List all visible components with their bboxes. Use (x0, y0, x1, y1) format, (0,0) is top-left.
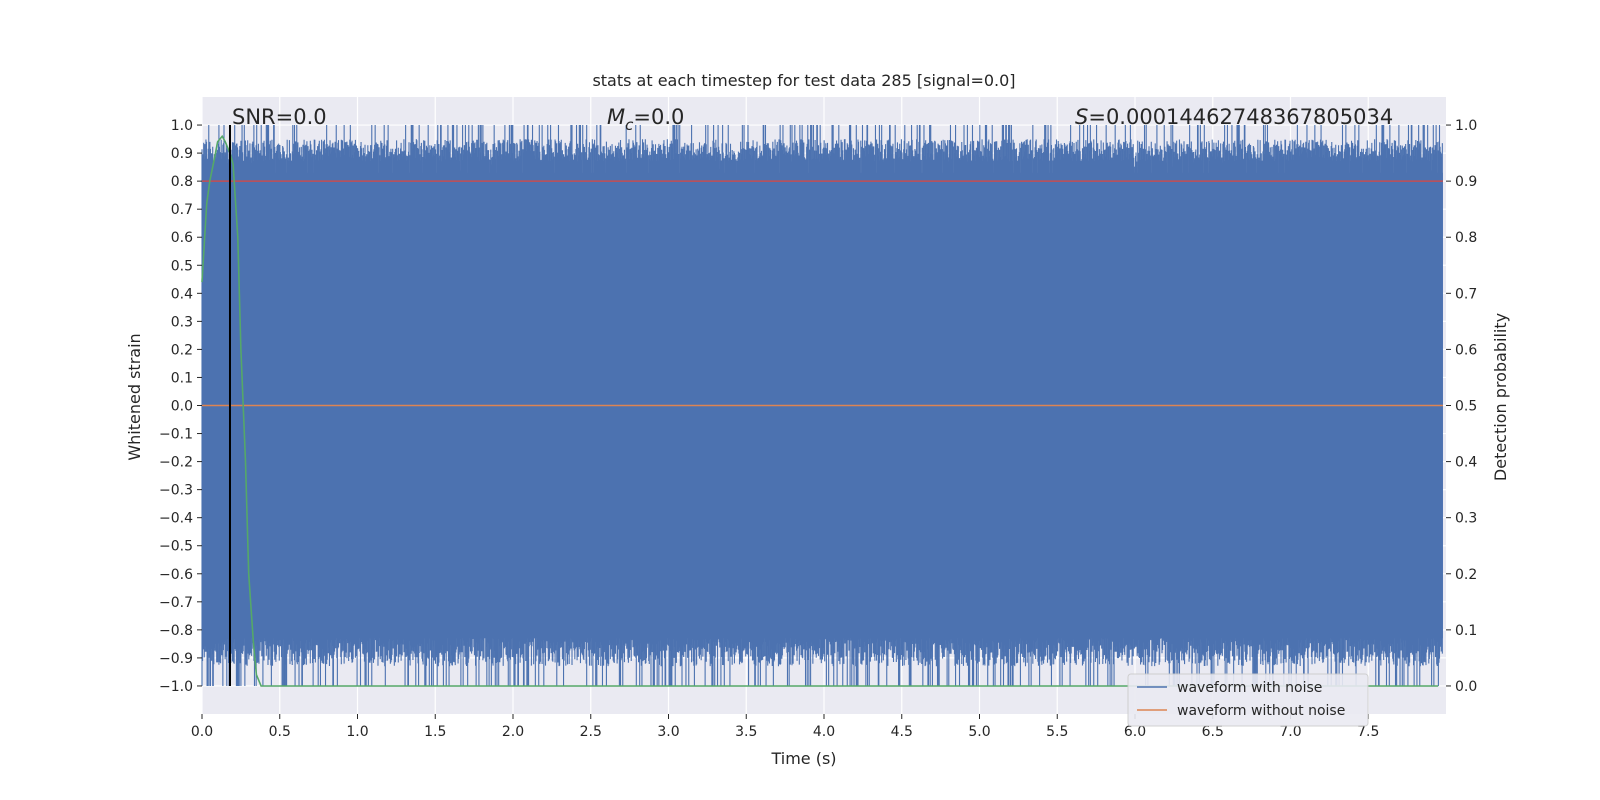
x-tick-label: 5.0 (968, 724, 990, 740)
score-value: =0.00014462748367805034 (1088, 105, 1393, 129)
chirp-mass-subscript: c (625, 116, 634, 134)
y-tick-label: −0.3 (159, 483, 193, 499)
y2-tick-label: 0.0 (1455, 679, 1477, 695)
x-axis-ticks: 0.0 0.5 1.0 1.5 2.0 2.5 3.0 3.5 4.0 4.5 5.0 5.5 6.0 6… (191, 714, 1379, 740)
chirp-mass-value: =0.0 (633, 105, 684, 129)
y2-tick-label: 1.0 (1455, 118, 1477, 134)
y2-tick-label: 0.2 (1455, 567, 1477, 583)
legend: waveform with noise waveform without noi… (1127, 673, 1369, 727)
noise-trace (201, 125, 1443, 686)
x-axis-label: Time (s) (770, 749, 836, 768)
y-axis-label: Whitened strain (125, 333, 144, 460)
y-tick-label: 0.3 (171, 314, 193, 330)
x-tick-label: 5.5 (1046, 724, 1068, 740)
y-tick-label: −0.7 (159, 595, 193, 611)
x-tick-label: 6.0 (1124, 724, 1146, 740)
x-tick-label: 3.5 (735, 724, 757, 740)
y-tick-label: −0.6 (159, 567, 193, 583)
x-tick-label: 4.0 (813, 724, 835, 740)
legend-label-waveform-with-noise: waveform with noise (1177, 680, 1322, 696)
y2-axis-ticks: 1.0 0.9 0.8 0.7 0.6 0.5 0.4 0.3 0.2 0.1 0.0 (1446, 118, 1477, 695)
x-tick-label: 0.5 (269, 724, 291, 740)
chirp-mass-symbol: M (607, 105, 625, 129)
y2-tick-label: 0.1 (1455, 623, 1477, 639)
y2-axis-label: Detection probability (1491, 313, 1510, 481)
y-tick-label: 0.4 (171, 286, 193, 302)
y-tick-label: 0.5 (171, 258, 193, 274)
x-tick-label: 6.5 (1202, 724, 1224, 740)
y-tick-label: 0.2 (171, 342, 193, 358)
probability-curve (201, 134, 1439, 687)
y2-tick-label: 0.4 (1455, 455, 1477, 471)
legend-label-waveform-without-noise: waveform without noise (1177, 703, 1345, 719)
x-tick-label: 0.0 (191, 724, 213, 740)
y2-tick-label: 0.8 (1455, 230, 1477, 246)
score-symbol: S (1075, 105, 1088, 129)
y-tick-label: −0.5 (159, 539, 193, 555)
x-tick-label: 4.5 (891, 724, 913, 740)
x-tick-label: 2.5 (580, 724, 602, 740)
y-axis-ticks: 1.0 0.9 0.8 0.7 0.6 0.5 0.4 0.3 0.2 0.1 0.0 −0.1 −0.… (159, 118, 202, 695)
y-tick-label: 0.0 (171, 399, 193, 415)
x-tick-label: 1.0 (346, 724, 368, 740)
y-tick-label: 0.8 (171, 174, 193, 190)
y-tick-label: 1.0 (171, 118, 193, 134)
y-tick-label: −0.4 (159, 511, 193, 527)
y-tick-label: −0.9 (159, 651, 193, 667)
y2-tick-label: 0.5 (1455, 399, 1477, 415)
x-tick-label: 3.0 (657, 724, 679, 740)
x-tick-label: 7.5 (1357, 724, 1379, 740)
x-tick-label: 2.0 (502, 724, 524, 740)
y-tick-label: 0.9 (171, 146, 193, 162)
x-tick-label: 7.0 (1279, 724, 1301, 740)
y-tick-label: −0.8 (159, 623, 193, 639)
y-tick-label: −1.0 (159, 679, 193, 695)
y-tick-label: 0.1 (171, 370, 193, 386)
y-tick-label: −0.2 (159, 455, 193, 471)
y-tick-label: −0.1 (159, 427, 193, 443)
y2-tick-label: 0.7 (1455, 286, 1477, 302)
x-tick-label: 1.5 (424, 724, 446, 740)
series-detection-probability (201, 134, 1439, 687)
chirp-mass-annotation: Mc=0.0 (607, 105, 684, 134)
y2-tick-label: 0.9 (1455, 174, 1477, 190)
y2-tick-label: 0.3 (1455, 511, 1477, 527)
legend-box (1127, 673, 1369, 727)
score-annotation: S=0.00014462748367805034 (1075, 105, 1393, 129)
y-tick-label: 0.6 (171, 230, 193, 246)
chart-title: stats at each timestep for test data 285… (592, 71, 1015, 90)
snr-annotation: SNR=0.0 (232, 105, 327, 129)
y2-tick-label: 0.6 (1455, 342, 1477, 358)
y-tick-label: 0.7 (171, 202, 193, 218)
